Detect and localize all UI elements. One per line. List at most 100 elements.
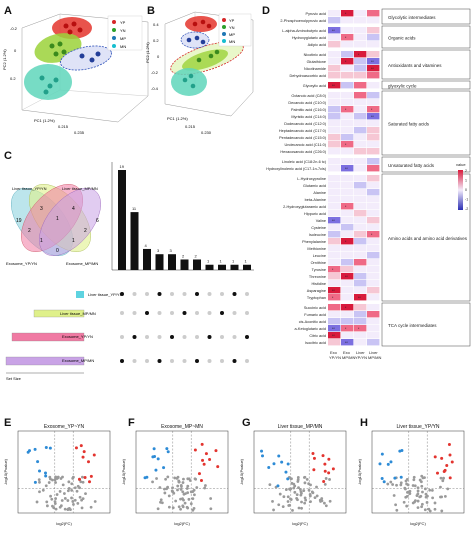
volcano-point <box>179 497 182 501</box>
volcano-point-down <box>276 484 280 488</box>
upset-matrix-dot <box>170 311 174 315</box>
volcano-point-up <box>447 442 451 446</box>
volcano-point-up <box>81 455 85 459</box>
significance-mark: * <box>332 268 334 272</box>
volcano-point <box>423 508 427 512</box>
heatmap-cell <box>328 252 341 259</box>
heatmap-cell <box>354 280 367 287</box>
upset-matrix-dot <box>157 359 162 363</box>
venn-counts: 19 3 4 6 2 1 2 1 1 0 <box>16 206 99 254</box>
venn-count: 1 <box>56 216 59 222</box>
volcano-point <box>416 486 420 490</box>
upset-matrix-dot <box>232 359 237 363</box>
panel-b: B YP YN MP MN 0.4 0.2 0 -0.2 -0.4 PC2 (1… <box>145 0 257 140</box>
volcano-point <box>403 486 407 490</box>
volcano-point <box>177 480 181 484</box>
volcano-point <box>171 486 174 490</box>
heatmap-group-box <box>381 49 471 80</box>
volcano-point <box>303 475 307 479</box>
heatmap-column-label: Liver <box>369 350 378 355</box>
significance-mark: * <box>345 327 347 331</box>
volcano-point-up <box>311 451 315 455</box>
heatmap-cell <box>367 99 380 106</box>
volcano-point <box>320 499 324 503</box>
volcano-point <box>183 501 187 505</box>
volcano-point <box>303 501 307 505</box>
volcano-point <box>70 488 74 492</box>
heatmap-cell <box>328 245 341 252</box>
volcano-point <box>416 489 420 493</box>
legend-yn-b: YN <box>229 25 235 30</box>
heatmap-cell <box>341 304 354 311</box>
volcano-point <box>53 502 57 505</box>
heatmap-cell <box>354 203 367 210</box>
heatmap-row-label: L-alpha-Aminobutyric acid <box>282 29 326 33</box>
volcano-point <box>176 484 180 488</box>
volcano-point <box>173 476 177 480</box>
volcano-point <box>412 478 416 482</box>
heatmap-cell <box>341 332 354 339</box>
volcano-point <box>411 501 415 505</box>
heatmap-cell <box>367 304 380 311</box>
volcano-point-up <box>448 453 452 457</box>
axis-b-y: PC2 (1.2%) <box>145 42 150 63</box>
volcano-point-down <box>267 465 271 469</box>
set-name-2: Liver tissue_MP/MN <box>60 311 96 316</box>
heatmap-cell <box>328 58 341 65</box>
significance-mark: ** <box>332 219 335 223</box>
volcano-point-up <box>433 455 437 459</box>
heatmap-group-label: Antioxidants and vitamines <box>388 63 442 68</box>
heatmap-cell <box>341 27 354 34</box>
volcano-point <box>160 501 164 505</box>
volcano-point <box>181 490 185 494</box>
volcano-point <box>81 480 85 484</box>
volcano-point <box>71 475 75 479</box>
volcano-point <box>177 505 181 509</box>
significance-mark: * <box>371 108 373 112</box>
volcano-plot-e: Exosome_YP~YN log2(FC) -log10(Pvalue) <box>3 424 111 526</box>
heatmap-cell <box>354 189 367 196</box>
volcano-point <box>278 492 282 496</box>
volcano-point <box>439 485 442 489</box>
volcano-point <box>298 488 302 491</box>
volcano-point-up <box>197 472 201 476</box>
heatmap-cell <box>328 332 341 339</box>
heatmap-cell <box>354 165 367 172</box>
volcano-point-down <box>386 462 390 466</box>
volcano-point <box>440 495 444 499</box>
upset-matrix-dot <box>170 292 174 296</box>
color-legend-tick: 1 <box>465 179 467 183</box>
volcano-point-up <box>450 460 454 464</box>
heatmap-cell <box>367 10 380 17</box>
volcano-point <box>49 494 52 498</box>
heatmap-row-label: Heptadecanoic acid (C17:0) <box>279 129 327 133</box>
heatmap-row-label: Isocitric acid <box>305 341 326 345</box>
volcano-point <box>405 494 409 498</box>
upset-matrix-dot <box>207 292 212 296</box>
heatmap-cell <box>367 294 380 301</box>
heatmap-cell <box>354 273 367 280</box>
upset-matrix-dot <box>170 335 174 339</box>
upset-matrix-dot <box>232 311 237 315</box>
volcano-point-down <box>380 476 384 480</box>
volcano-point <box>295 493 299 497</box>
significance-mark: ** <box>332 289 335 293</box>
volcano-point-down <box>393 476 397 480</box>
heatmap-cell <box>341 58 354 65</box>
significance-mark: ** <box>332 84 335 88</box>
heatmap-row-label: Decanoic acid (C10:0) <box>288 101 326 105</box>
volcano-point-down <box>284 470 288 474</box>
heatmap-cell <box>354 259 367 266</box>
volcano-point <box>315 494 319 498</box>
heatmap-cell <box>328 17 341 24</box>
upset-bar <box>243 264 251 270</box>
set-size-label: Set Size <box>6 376 22 381</box>
heatmap-cell <box>341 287 354 294</box>
upset-matrix-dot <box>157 292 162 296</box>
volcano-point-down <box>145 475 149 479</box>
upset-matrix-dot <box>220 359 224 363</box>
heatmap-cell <box>354 34 367 41</box>
upset-matrix-dot <box>145 335 149 339</box>
volcano-point <box>281 505 285 509</box>
upset-matrix-dot <box>132 311 137 315</box>
